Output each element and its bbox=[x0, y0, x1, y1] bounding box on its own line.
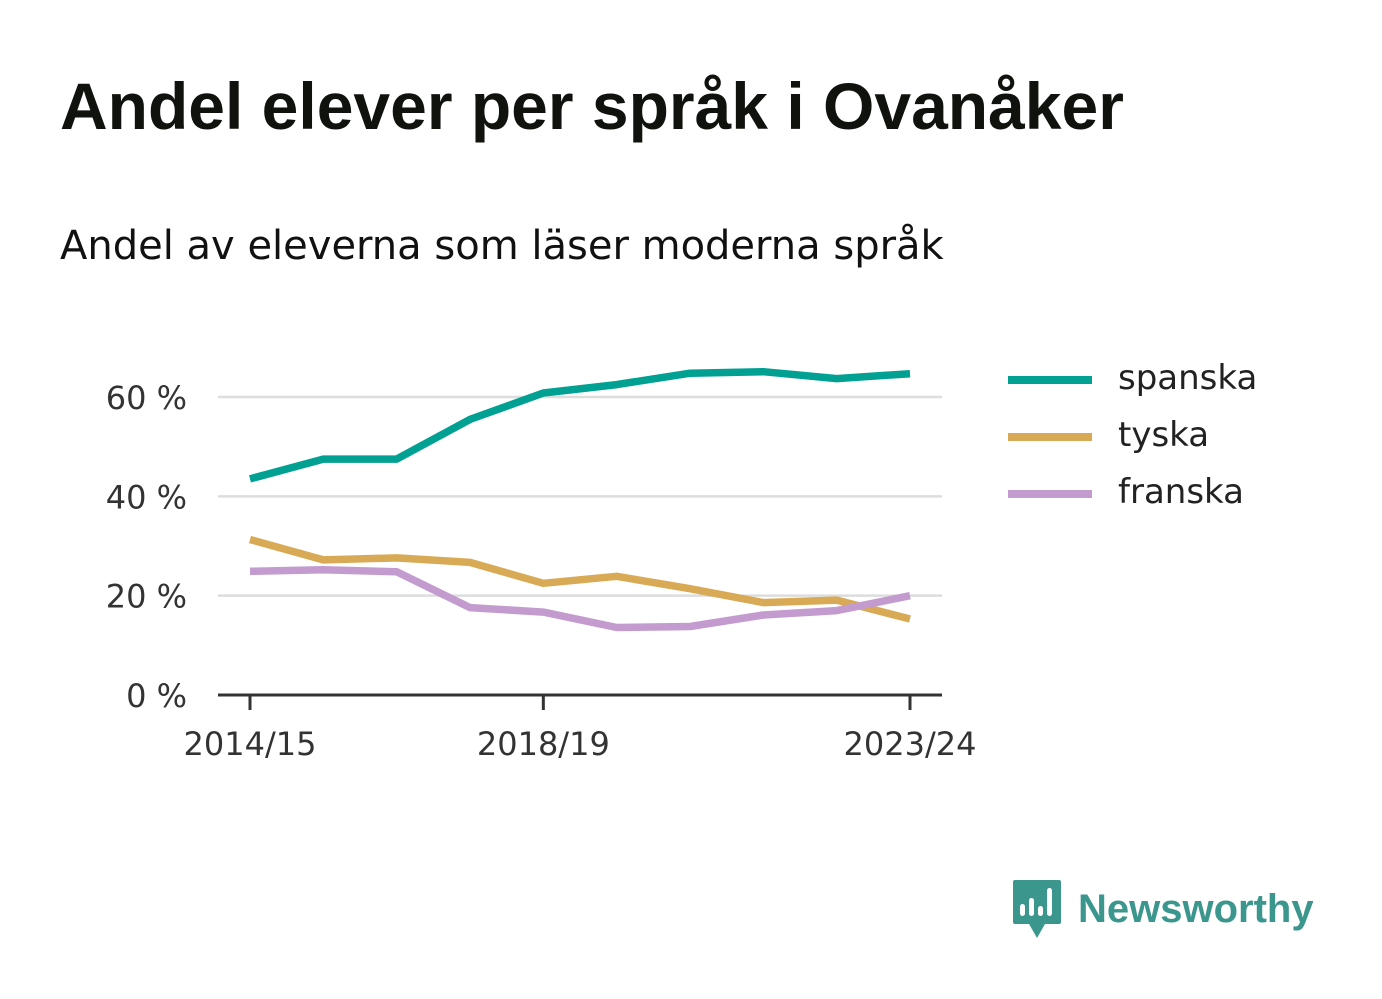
series-line-spanska bbox=[249, 367, 911, 483]
x-tick-label: 2018/19 bbox=[477, 725, 610, 763]
newsworthy-bar-chart-icon bbox=[1013, 880, 1061, 938]
y-axis: 0 % 20 % 40 % 60 % bbox=[106, 379, 187, 715]
legend-swatch bbox=[1008, 376, 1092, 384]
legend-label: spanska bbox=[1118, 358, 1258, 398]
logo-text: Newsworthy bbox=[1078, 886, 1314, 931]
chart-title: Andel elever per språk i Ovanåker bbox=[60, 69, 1124, 143]
newsworthy-logo: Newsworthy bbox=[1012, 878, 1314, 940]
gridlines bbox=[218, 395, 942, 597]
chart-subtitle: Andel av eleverna som läser moderna språ… bbox=[60, 223, 944, 269]
x-tick-label: 2023/24 bbox=[844, 725, 977, 763]
legend-label: franska bbox=[1118, 472, 1244, 512]
x-axis: 2014/15 2018/19 2023/24 bbox=[184, 693, 977, 763]
y-tick-label: 40 % bbox=[106, 478, 187, 516]
legend-swatch bbox=[1008, 433, 1092, 441]
x-tick-label: 2014/15 bbox=[184, 725, 317, 763]
legend-label: tyska bbox=[1118, 415, 1210, 455]
series-line-franska bbox=[249, 566, 911, 632]
legend-swatch bbox=[1008, 490, 1092, 498]
y-tick-label: 60 % bbox=[106, 379, 187, 417]
y-tick-label: 0 % bbox=[126, 677, 187, 715]
y-tick-label: 20 % bbox=[106, 578, 187, 616]
series-lines bbox=[248, 367, 911, 632]
series-line-tyska bbox=[248, 535, 911, 623]
